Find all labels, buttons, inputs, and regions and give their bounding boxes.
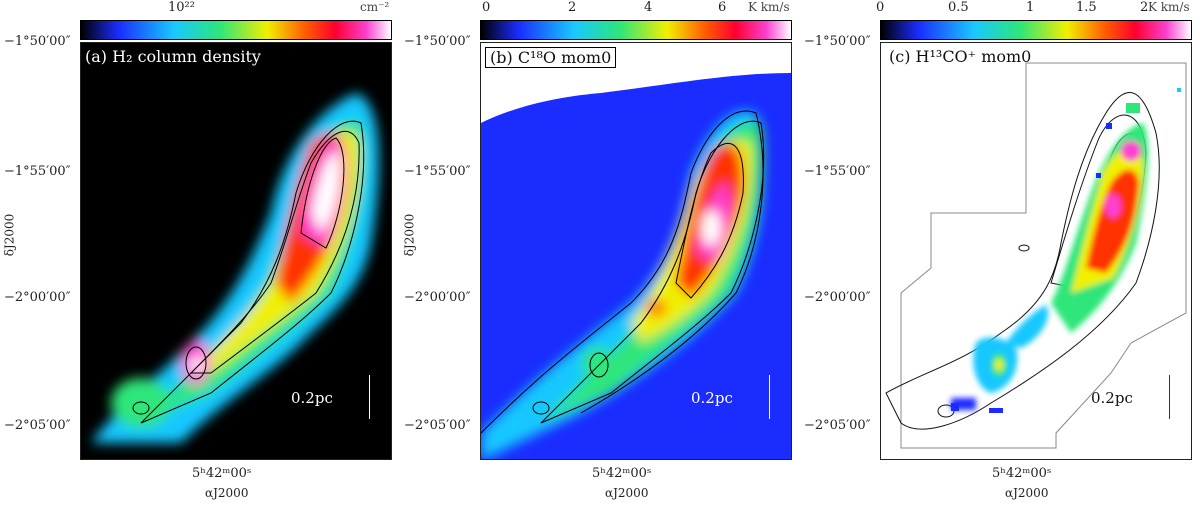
dec-label-c-3: −2°00′00″: [804, 290, 871, 305]
colorbar-b-tick-2: 4: [644, 0, 653, 15]
dec-label-b-3: −2°00′00″: [404, 290, 471, 305]
dec-label-b-2: −1°55′00″: [404, 164, 471, 179]
map-b-image: [481, 43, 791, 459]
panel-a-scale-bar: [369, 375, 370, 419]
dec-label-a-1: −1°50′00″: [4, 34, 71, 49]
colorbar-b: [480, 20, 792, 40]
ra-axis-b: αJ2000: [605, 486, 649, 500]
map-c-image: [885, 62, 1187, 449]
colorbar-c-tick-0: 0: [876, 0, 885, 15]
dec-label-c-2: −1°55′00″: [804, 164, 871, 179]
ra-label-c: 5ʰ42ᵐ00ˢ: [992, 466, 1052, 481]
dec-axis-a: δJ2000: [2, 213, 17, 257]
panel-b-title: (b) C¹⁸O mom0: [485, 47, 617, 68]
panel-c-scale-bar: [1169, 375, 1170, 419]
panel-a-title: (a) H₂ column density: [85, 47, 261, 66]
panel-b-scale-bar: [769, 375, 770, 419]
panel-b: 0 2 4 6 K km/s (b) C¹⁸: [400, 0, 800, 505]
colorbar-b-tick-3: 6: [718, 0, 727, 15]
colorbar-c-unit: K km/s: [1148, 0, 1190, 14]
map-a-image: [91, 93, 379, 443]
colorbar-c-tick-2: 1: [1026, 0, 1035, 15]
dec-label-b-1: −1°50′00″: [404, 34, 471, 49]
panel-a-scale-label: 0.2pc: [291, 389, 333, 407]
panel-c-title: (c) H¹³CO⁺ mom0: [889, 47, 1032, 66]
ra-axis-a: αJ2000: [205, 486, 249, 500]
dec-label-c-1: −1°50′00″: [804, 34, 871, 49]
colorbar-c: [880, 20, 1192, 40]
colorbar-b-tick-0: 0: [482, 0, 491, 15]
colorbar-a: [80, 20, 392, 40]
dec-label-c-4: −2°05′00″: [804, 418, 871, 433]
ra-label-a: 5ʰ42ᵐ00ˢ: [192, 466, 252, 481]
dec-axis-b: δJ2000: [402, 213, 417, 257]
colorbar-a-tick: 10²²: [168, 0, 195, 15]
colorbar-b-unit: K km/s: [748, 0, 790, 14]
colorbar-c-tick-4: 2: [1140, 0, 1149, 15]
panel-c-scale-label: 0.2pc: [1091, 389, 1133, 407]
dec-label-a-3: −2°00′00″: [4, 290, 71, 305]
map-c: (c) H¹³CO⁺ mom0 0.2pc: [880, 42, 1192, 460]
colorbar-c-tick-1: 0.5: [948, 0, 969, 15]
panel-c: 0 0.5 1 1.5 2 K km/s: [800, 0, 1200, 505]
dec-label-a-4: −2°05′00″: [4, 418, 71, 433]
panel-b-scale-label: 0.2pc: [691, 389, 733, 407]
colorbar-c-tick-3: 1.5: [1076, 0, 1097, 15]
dec-label-b-4: −2°05′00″: [404, 418, 471, 433]
colorbar-b-tick-1: 2: [568, 0, 577, 15]
panel-a: 10²² cm⁻² (a) H₂ column de: [0, 0, 400, 505]
colorbar-a-unit: cm⁻²: [360, 0, 390, 14]
dec-label-a-2: −1°55′00″: [4, 164, 71, 179]
map-a: (a) H₂ column density 0.2pc: [80, 42, 392, 460]
map-b: (b) C¹⁸O mom0 0.2pc: [480, 42, 792, 460]
ra-axis-c: αJ2000: [1005, 486, 1049, 500]
ra-label-b: 5ʰ42ᵐ00ˢ: [592, 466, 652, 481]
